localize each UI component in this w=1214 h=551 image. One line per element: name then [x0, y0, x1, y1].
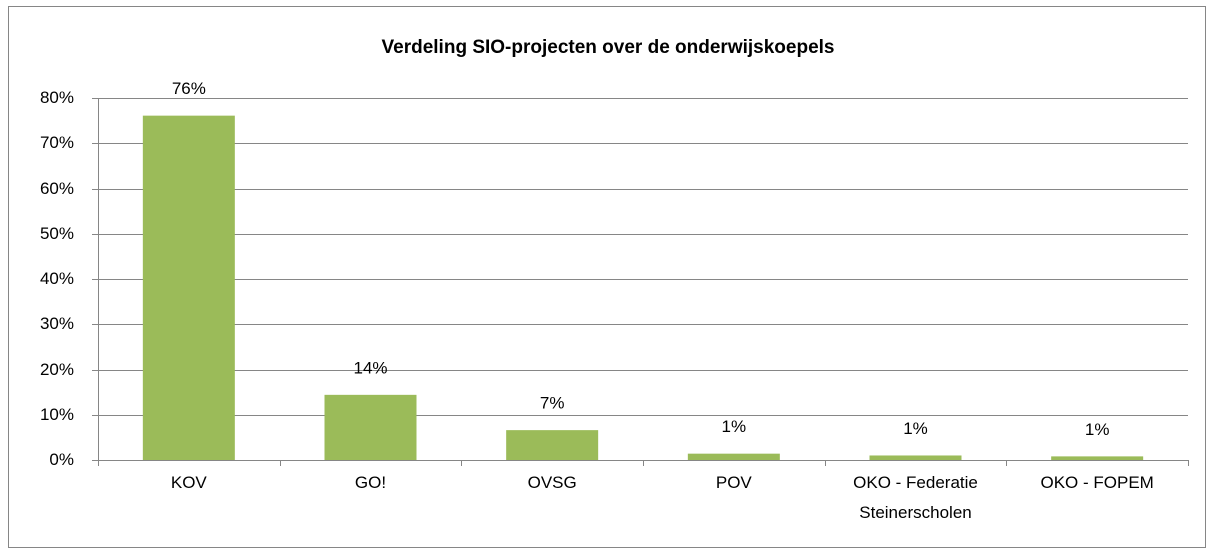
y-tick-label: 10%: [40, 405, 74, 424]
x-tick-label: OKO - Federatie Steinerscholen: [853, 473, 978, 522]
bar: [1051, 456, 1144, 460]
bar: [324, 394, 417, 460]
x-tick-label: KOV: [170, 473, 207, 492]
x-tick-label: POV: [715, 473, 752, 492]
bar: [506, 430, 599, 460]
y-tick-label: 0%: [49, 450, 74, 469]
y-tick-label: 60%: [40, 179, 74, 198]
x-tick-label: OVSG: [527, 473, 577, 492]
y-tick-label: 40%: [40, 269, 74, 288]
y-tick-label: 80%: [40, 88, 74, 107]
bar: [869, 455, 962, 460]
chart-title: Verdeling SIO-projecten over de onderwij…: [382, 37, 835, 58]
y-tick-label: 70%: [40, 133, 74, 152]
y-tick-label: 50%: [40, 224, 74, 243]
bar: [687, 453, 780, 460]
bar: [142, 115, 235, 461]
x-tick-label: OKO - FOPEM: [1040, 473, 1154, 492]
x-tick-label: GO!: [354, 473, 387, 492]
data-label: 1%: [903, 419, 928, 438]
data-label: 14%: [353, 358, 387, 377]
y-tick-label: 20%: [40, 360, 74, 379]
data-label: 1%: [722, 417, 747, 436]
data-label: 1%: [1085, 420, 1110, 439]
data-label: 7%: [540, 394, 565, 413]
data-label: 76%: [172, 79, 206, 98]
y-tick-label: 30%: [40, 314, 74, 333]
